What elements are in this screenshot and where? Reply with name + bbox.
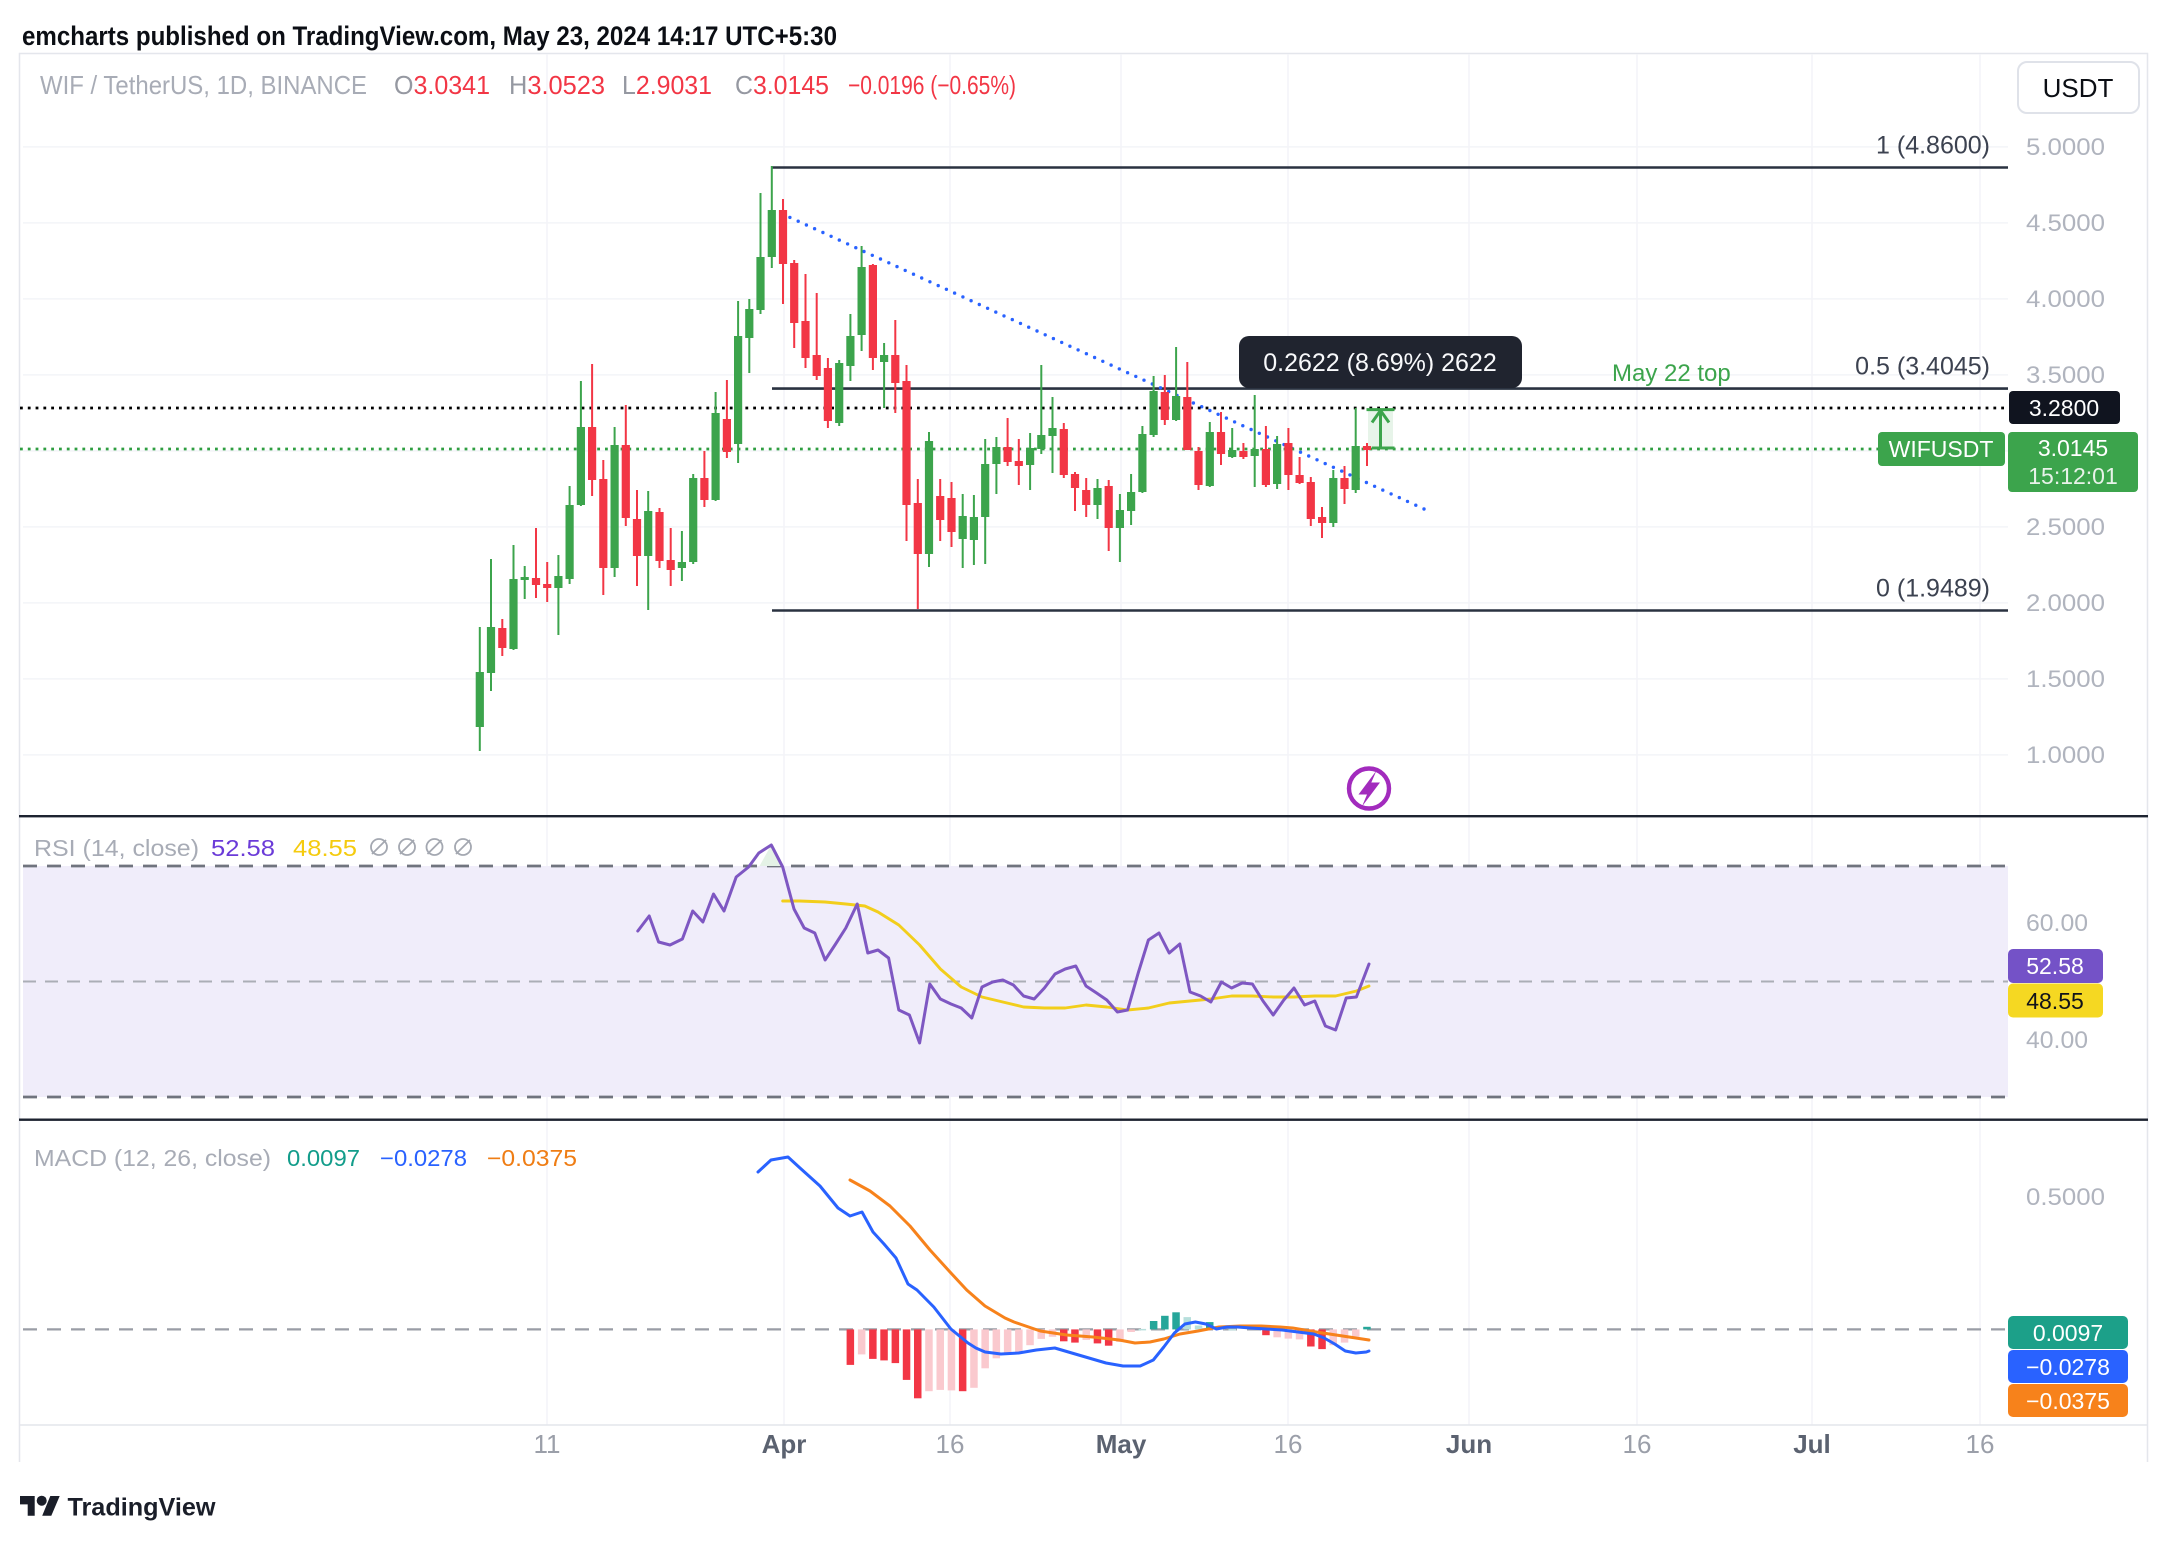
svg-text:1.0000: 1.0000 xyxy=(2026,742,2105,769)
svg-text:2.0000: 2.0000 xyxy=(2026,590,2105,617)
svg-text:52.58: 52.58 xyxy=(2026,953,2084,979)
svg-text:−0.0375: −0.0375 xyxy=(2026,1388,2110,1414)
svg-text:O3.0341: O3.0341 xyxy=(394,70,490,100)
svg-text:48.55: 48.55 xyxy=(2026,988,2084,1014)
svg-text:0.5000: 0.5000 xyxy=(2026,1184,2105,1211)
svg-text:May 22 top: May 22 top xyxy=(1612,360,1731,387)
svg-text:3.0145: 3.0145 xyxy=(2038,435,2108,461)
svg-text:0.2622 (8.69%) 2622: 0.2622 (8.69%) 2622 xyxy=(1263,349,1497,377)
svg-text:48.55: 48.55 xyxy=(293,835,357,861)
svg-text:MACD (12, 26, close): MACD (12, 26, close) xyxy=(34,1145,271,1171)
svg-text:0.0097: 0.0097 xyxy=(287,1145,360,1171)
svg-text:0 (1.9489): 0 (1.9489) xyxy=(1876,575,1990,603)
svg-text:0.5 (3.4045): 0.5 (3.4045) xyxy=(1855,353,1990,381)
svg-text:Jul: Jul xyxy=(1793,1429,1831,1459)
svg-text:−0.0278: −0.0278 xyxy=(380,1145,467,1171)
svg-text:4.5000: 4.5000 xyxy=(2026,210,2105,237)
svg-text:L2.9031: L2.9031 xyxy=(622,70,712,100)
svg-text:16: 16 xyxy=(1274,1429,1303,1459)
svg-text:16: 16 xyxy=(1966,1429,1995,1459)
svg-text:Jun: Jun xyxy=(1446,1429,1492,1459)
svg-text:1.5000: 1.5000 xyxy=(2026,666,2105,693)
svg-text:−0.0278: −0.0278 xyxy=(2026,1354,2110,1380)
svg-text:4.0000: 4.0000 xyxy=(2026,286,2105,313)
svg-text:emcharts published on TradingV: emcharts published on TradingView.com, M… xyxy=(22,21,837,51)
svg-text:40.00: 40.00 xyxy=(2026,1027,2088,1054)
svg-text:3.2800: 3.2800 xyxy=(2029,395,2099,421)
svg-text:5.0000: 5.0000 xyxy=(2026,134,2105,161)
svg-text:USDT: USDT xyxy=(2043,73,2114,103)
svg-text:H3.0523: H3.0523 xyxy=(509,70,605,100)
svg-text:WIFUSDT: WIFUSDT xyxy=(1889,436,1994,462)
svg-text:−0.0375: −0.0375 xyxy=(487,1145,577,1171)
svg-text:May: May xyxy=(1096,1429,1147,1459)
svg-text:RSI (14, close): RSI (14, close) xyxy=(34,835,199,861)
svg-text:−0.0196 (−0.65%): −0.0196 (−0.65%) xyxy=(848,70,1016,100)
svg-text:3.5000: 3.5000 xyxy=(2026,362,2105,389)
svg-text:52.58: 52.58 xyxy=(211,835,275,861)
svg-text:16: 16 xyxy=(1623,1429,1652,1459)
svg-text:1 (4.8600): 1 (4.8600) xyxy=(1876,132,1990,160)
svg-text:0.0097: 0.0097 xyxy=(2033,1320,2103,1346)
svg-text:11: 11 xyxy=(534,1429,561,1459)
svg-text:16: 16 xyxy=(936,1429,965,1459)
svg-text:WIF / TetherUS, 1D, BINANCE: WIF / TetherUS, 1D, BINANCE xyxy=(40,70,367,100)
svg-text:60.00: 60.00 xyxy=(2026,910,2088,937)
svg-text:C3.0145: C3.0145 xyxy=(735,70,829,100)
svg-text:15:12:01: 15:12:01 xyxy=(2028,463,2118,489)
svg-text:TradingView: TradingView xyxy=(68,1494,217,1522)
svg-text:2.5000: 2.5000 xyxy=(2026,514,2105,541)
svg-text:Apr: Apr xyxy=(762,1429,807,1459)
